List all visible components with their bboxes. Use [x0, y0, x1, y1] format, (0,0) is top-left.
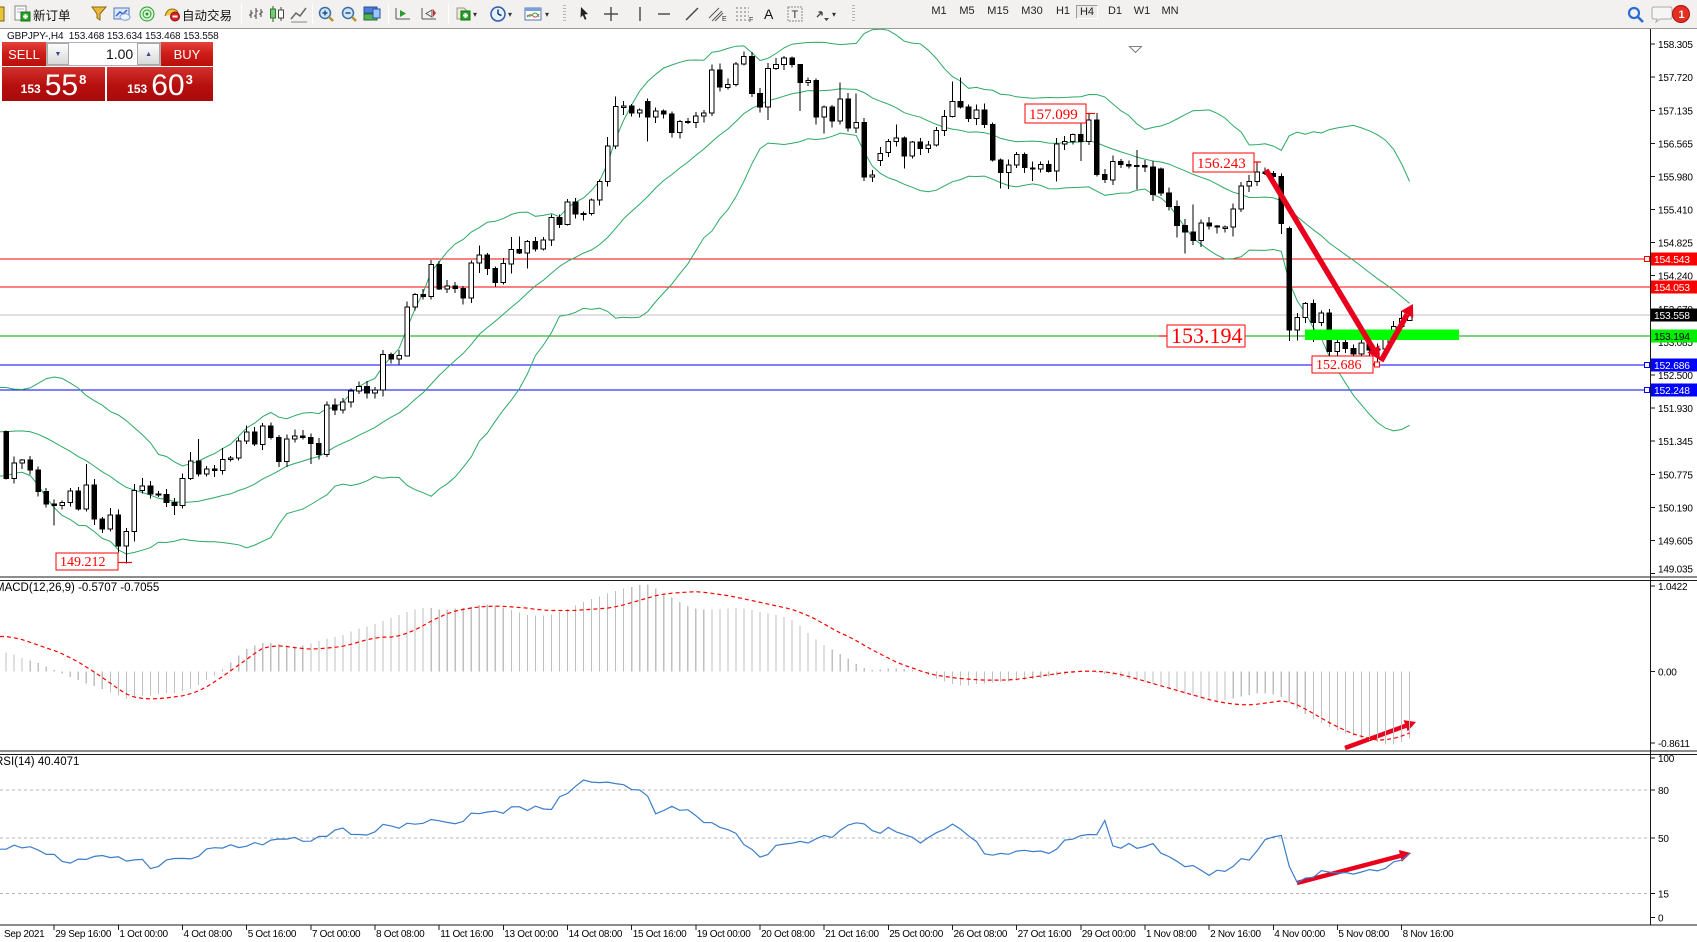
svg-text:154.240: 154.240	[1658, 272, 1693, 283]
svg-text:1 Oct 00:00: 1 Oct 00:00	[119, 929, 168, 940]
svg-text:157.135: 157.135	[1658, 106, 1693, 117]
svg-text:19 Oct 00:00: 19 Oct 00:00	[697, 929, 751, 940]
svg-text:5 Oct 16:00: 5 Oct 16:00	[248, 929, 297, 940]
svg-text:14 Oct 08:00: 14 Oct 08:00	[569, 929, 623, 940]
svg-text:151.345: 151.345	[1658, 437, 1693, 448]
svg-text:-0.8611: -0.8611	[1658, 739, 1690, 750]
svg-text:27 Oct 16:00: 27 Oct 16:00	[1018, 929, 1072, 940]
svg-text:149.605: 149.605	[1658, 537, 1693, 548]
svg-text:156.243: 156.243	[1197, 156, 1246, 172]
svg-text:100: 100	[1658, 754, 1675, 765]
svg-text:157.720: 157.720	[1658, 73, 1693, 84]
svg-text:157.099: 157.099	[1029, 107, 1078, 123]
svg-text:50: 50	[1658, 834, 1669, 845]
svg-text:T: T	[792, 9, 799, 21]
svg-text:158.305: 158.305	[1658, 40, 1693, 51]
svg-text:8 Nov 16:00: 8 Nov 16:00	[1403, 929, 1454, 940]
svg-text:155.410: 155.410	[1658, 206, 1693, 217]
svg-text:F: F	[749, 17, 753, 24]
svg-text:13 Oct 00:00: 13 Oct 00:00	[504, 929, 558, 940]
svg-text:80: 80	[1658, 786, 1669, 797]
svg-text:RSI(14) 40.4071: RSI(14) 40.4071	[0, 756, 79, 768]
svg-text:153.558: 153.558	[1654, 311, 1690, 322]
svg-text:0: 0	[1658, 914, 1664, 925]
svg-text:152.248: 152.248	[1654, 386, 1690, 397]
svg-text:1 Nov 08:00: 1 Nov 08:00	[1146, 929, 1197, 940]
svg-text:11 Oct 16:00: 11 Oct 16:00	[440, 929, 494, 940]
svg-text:153.194: 153.194	[1171, 323, 1243, 348]
svg-text:151.930: 151.930	[1658, 404, 1693, 415]
svg-text:20 Oct 08:00: 20 Oct 08:00	[761, 929, 815, 940]
svg-text:▾: ▾	[508, 10, 512, 19]
svg-text:21 Oct 16:00: 21 Oct 16:00	[825, 929, 879, 940]
svg-text:1.0422: 1.0422	[1658, 582, 1688, 593]
svg-text:25 Oct 00:00: 25 Oct 00:00	[889, 929, 943, 940]
svg-text:7 Oct 00:00: 7 Oct 00:00	[312, 929, 361, 940]
svg-text:1: 1	[1679, 9, 1685, 21]
svg-text:154.825: 154.825	[1658, 239, 1693, 250]
svg-text:155.980: 155.980	[1658, 173, 1693, 184]
svg-text:▾: ▾	[832, 10, 836, 19]
svg-text:2 Nov 16:00: 2 Nov 16:00	[1210, 929, 1261, 940]
svg-text:▾: ▾	[473, 10, 477, 19]
svg-text:MACD(12,26,9) -0.5707 -0.7055: MACD(12,26,9) -0.5707 -0.7055	[0, 582, 159, 594]
svg-text:152.686: 152.686	[1654, 361, 1690, 372]
svg-text:152.500: 152.500	[1658, 371, 1693, 382]
svg-text:▾: ▾	[545, 10, 549, 19]
svg-text:4 Oct 08:00: 4 Oct 08:00	[184, 929, 233, 940]
svg-text:8 Oct 08:00: 8 Oct 08:00	[376, 929, 425, 940]
svg-text:156.565: 156.565	[1658, 139, 1693, 150]
svg-text:Sep 2021: Sep 2021	[4, 929, 45, 940]
svg-text:149.035: 149.035	[1658, 565, 1693, 576]
svg-text:154.543: 154.543	[1654, 255, 1690, 266]
svg-text:29 Oct 00:00: 29 Oct 00:00	[1082, 929, 1136, 940]
svg-text:150.775: 150.775	[1658, 470, 1693, 481]
svg-text:15 Oct 16:00: 15 Oct 16:00	[633, 929, 687, 940]
svg-text:26 Oct 08:00: 26 Oct 08:00	[954, 929, 1008, 940]
svg-text:153.085: 153.085	[1658, 338, 1693, 349]
svg-text:4 Nov 00:00: 4 Nov 00:00	[1274, 929, 1325, 940]
svg-text:154.053: 154.053	[1654, 283, 1690, 294]
svg-text:29 Sep 16:00: 29 Sep 16:00	[55, 929, 112, 940]
svg-text:15: 15	[1658, 890, 1669, 901]
svg-text:153.194: 153.194	[1654, 332, 1690, 343]
svg-text:E: E	[722, 16, 727, 23]
svg-text:150.190: 150.190	[1658, 503, 1693, 514]
svg-text:149.212: 149.212	[60, 555, 106, 570]
svg-text:0.00: 0.00	[1658, 668, 1677, 679]
svg-text:152.686: 152.686	[1316, 358, 1362, 373]
svg-text:5 Nov 08:00: 5 Nov 08:00	[1338, 929, 1389, 940]
